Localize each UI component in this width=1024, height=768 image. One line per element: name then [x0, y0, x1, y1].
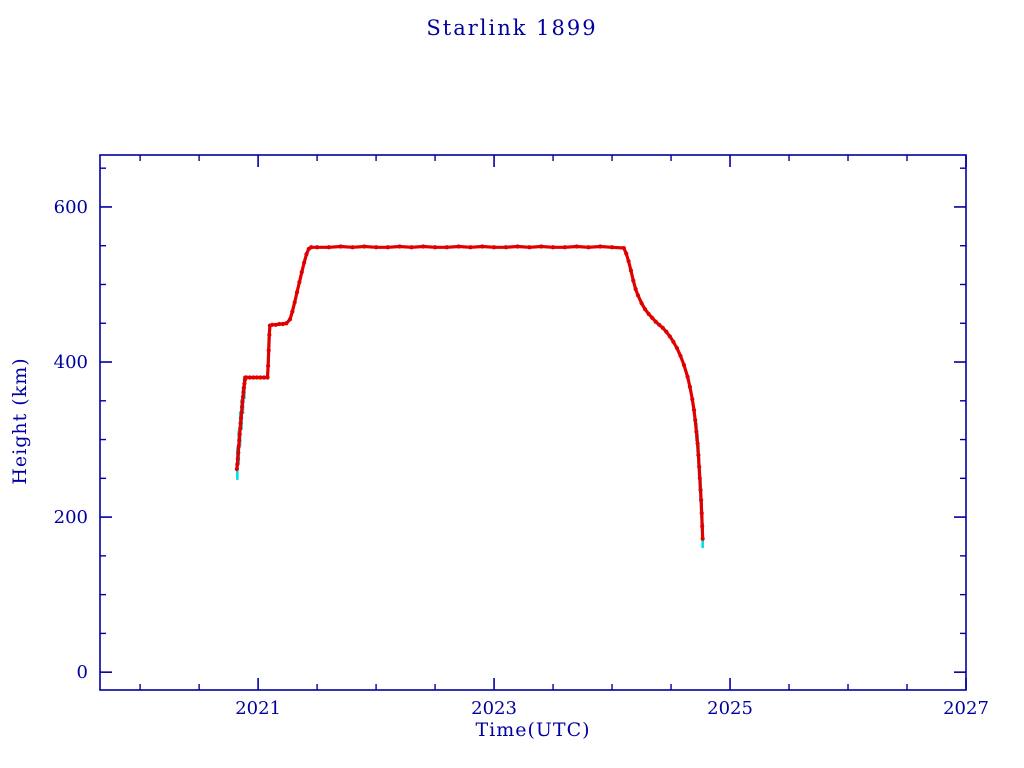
svg-text:2025: 2025 [707, 698, 753, 719]
svg-text:2021: 2021 [235, 698, 281, 719]
svg-text:2027: 2027 [943, 698, 989, 719]
svg-text:0: 0 [77, 662, 88, 683]
svg-text:2023: 2023 [471, 698, 517, 719]
svg-text:600: 600 [54, 197, 88, 218]
svg-text:200: 200 [54, 507, 88, 528]
chart-title: Starlink 1899 [426, 16, 598, 40]
x-axis-label: Time(UTC) [475, 719, 591, 741]
svg-text:400: 400 [54, 352, 88, 373]
